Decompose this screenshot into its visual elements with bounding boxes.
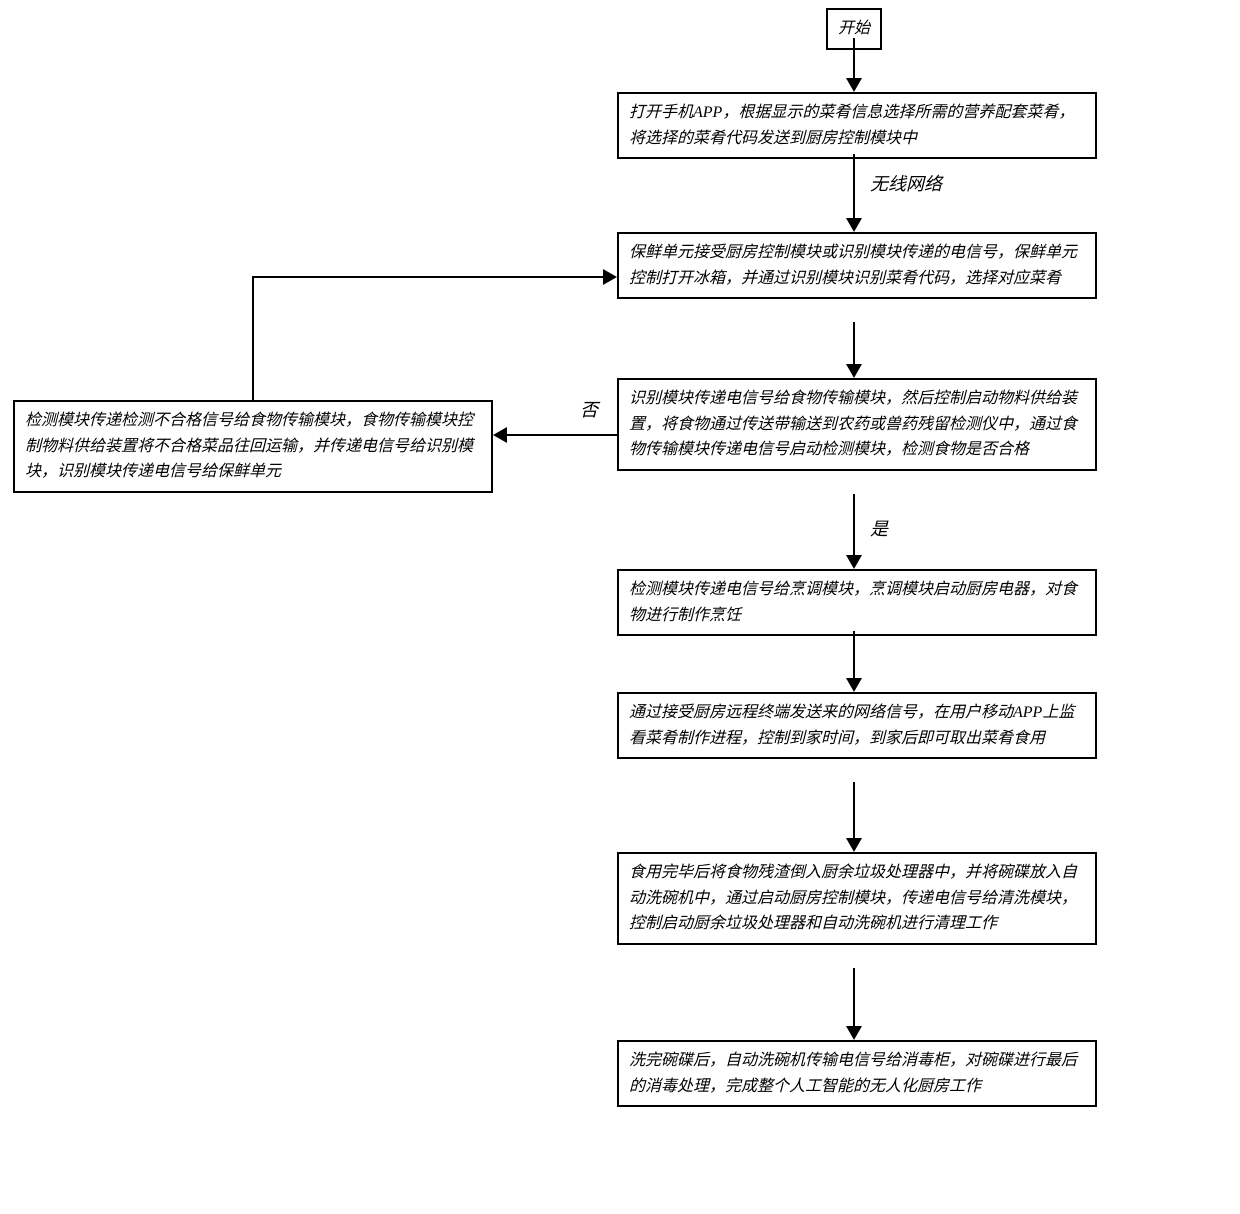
flowchart-node-step7: 洗完碗碟后，自动洗碗机传输电信号给消毒柜，对碗碟进行最后的消毒处理，完成整个人工…	[617, 1040, 1097, 1107]
flowchart-arrowhead	[493, 427, 507, 443]
flowchart-arrowhead	[846, 838, 862, 852]
flowchart-arrow	[853, 38, 855, 80]
flowchart-arrow	[252, 276, 605, 278]
flowchart-arrowhead	[603, 269, 617, 285]
flowchart-node-step3: 识别模块传递电信号给食物传输模块，然后控制启动物料供给装置，将食物通过传送带输送…	[617, 378, 1097, 471]
flowchart-edge-label-no: 否	[580, 396, 598, 422]
flowchart-edge-label-yes: 是	[870, 515, 888, 541]
flowchart-arrowhead	[846, 218, 862, 232]
flowchart-node-step6: 食用完毕后将食物残渣倒入厨余垃圾处理器中，并将碗碟放入自动洗碗机中，通过启动厨房…	[617, 852, 1097, 945]
flowchart-node-step2: 保鲜单元接受厨房控制模块或识别模块传递的电信号，保鲜单元控制打开冰箱，并通过识别…	[617, 232, 1097, 299]
flowchart-arrowhead	[846, 678, 862, 692]
flowchart-arrow	[507, 434, 617, 436]
flowchart-arrow	[853, 782, 855, 840]
flowchart-arrowhead	[846, 364, 862, 378]
flowchart-arrow	[853, 494, 855, 557]
flowchart-arrowhead	[846, 78, 862, 92]
flowchart-arrow	[853, 154, 855, 220]
flowchart-arrow	[853, 968, 855, 1028]
flowchart-arrowhead	[846, 1026, 862, 1040]
flowchart-arrow	[252, 276, 254, 400]
flowchart-arrow	[853, 322, 855, 366]
flowchart-edge-label-wireless: 无线网络	[870, 170, 942, 196]
flowchart-node-step5: 通过接受厨房远程终端发送来的网络信号，在用户移动APP上监看菜肴制作进程，控制到…	[617, 692, 1097, 759]
flowchart-node-reject: 检测模块传递检测不合格信号给食物传输模块，食物传输模块控制物料供给装置将不合格菜…	[13, 400, 493, 493]
flowchart-node-step1: 打开手机APP，根据显示的菜肴信息选择所需的营养配套菜肴，将选择的菜肴代码发送到…	[617, 92, 1097, 159]
flowchart-node-step4: 检测模块传递电信号给烹调模块，烹调模块启动厨房电器，对食物进行制作烹饪	[617, 569, 1097, 636]
flowchart-arrowhead	[846, 555, 862, 569]
flowchart-arrow	[853, 631, 855, 680]
